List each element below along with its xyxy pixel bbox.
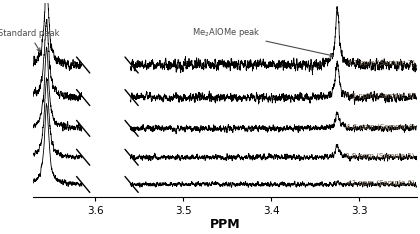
Text: 4.6 ppm (Sample 4): 4.6 ppm (Sample 4) (346, 123, 415, 130)
Text: <1 ppm (Sample 6): <1 ppm (Sample 6) (346, 179, 415, 186)
Text: Me$_2$AlOMe peak: Me$_2$AlOMe peak (192, 26, 333, 57)
Text: Standard peak: Standard peak (0, 29, 60, 51)
Text: 7.5 ppm (Sample 3): 7.5 ppm (Sample 3) (345, 92, 415, 99)
X-axis label: PPM: PPM (210, 218, 240, 230)
Text: 13 ppm (Sample 2): 13 ppm (Sample 2) (348, 60, 415, 66)
Text: 3.8 ppm (Sample 5): 3.8 ppm (Sample 5) (345, 152, 415, 159)
